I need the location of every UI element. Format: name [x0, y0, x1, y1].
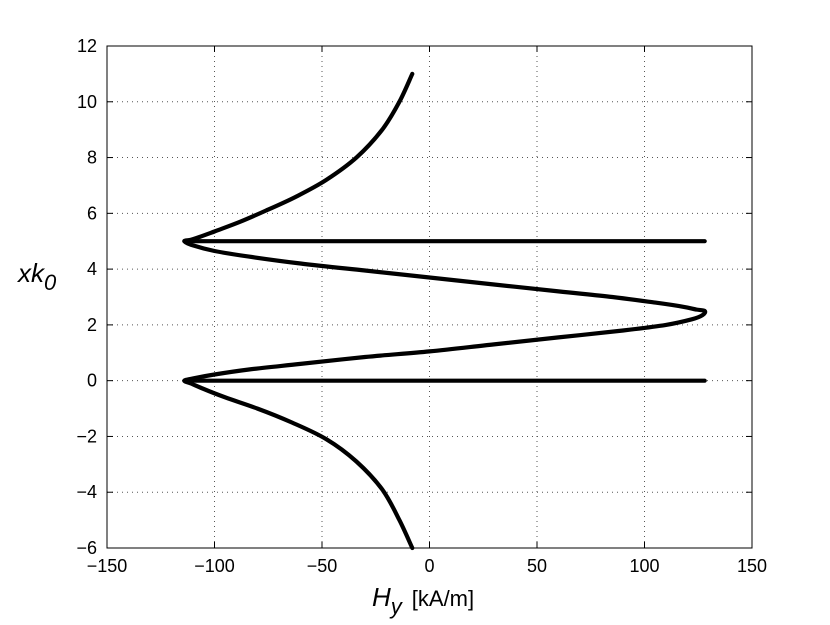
- x-tick-label-0: −150: [87, 556, 128, 576]
- y-axis-label: xk0: [16, 258, 57, 295]
- y-tick-label-0: −6: [76, 538, 97, 558]
- series-line-0: [182, 71, 708, 551]
- y-tick-label-9: 12: [77, 36, 97, 56]
- y-tick-labels: −6 −4 −2 0 2 4 6 8 10 12: [76, 36, 97, 558]
- tick-marks: [106, 45, 753, 549]
- y-tick-label-7: 8: [87, 148, 97, 168]
- x-tick-labels: −150 −100 −50 0 50 100 150: [87, 556, 767, 576]
- x-axis-label: Hy [kA/m]: [372, 582, 474, 619]
- series-layer: [182, 71, 708, 551]
- y-tick-label-3: 0: [87, 371, 97, 391]
- grid-layer: [107, 46, 752, 548]
- x-tick-label-5: 100: [629, 556, 659, 576]
- y-tick-label-5: 4: [87, 259, 97, 279]
- x-tick-label-1: −100: [194, 556, 235, 576]
- y-tick-label-8: 10: [77, 92, 97, 112]
- y-tick-label-4: 2: [87, 315, 97, 335]
- y-tick-label-6: 6: [87, 203, 97, 223]
- x-tick-label-6: 150: [737, 556, 767, 576]
- x-tick-label-3: 0: [424, 556, 434, 576]
- x-tick-label-2: −50: [307, 556, 338, 576]
- y-tick-label-1: −4: [76, 482, 97, 502]
- x-tick-label-4: 50: [527, 556, 547, 576]
- y-tick-label-2: −2: [76, 426, 97, 446]
